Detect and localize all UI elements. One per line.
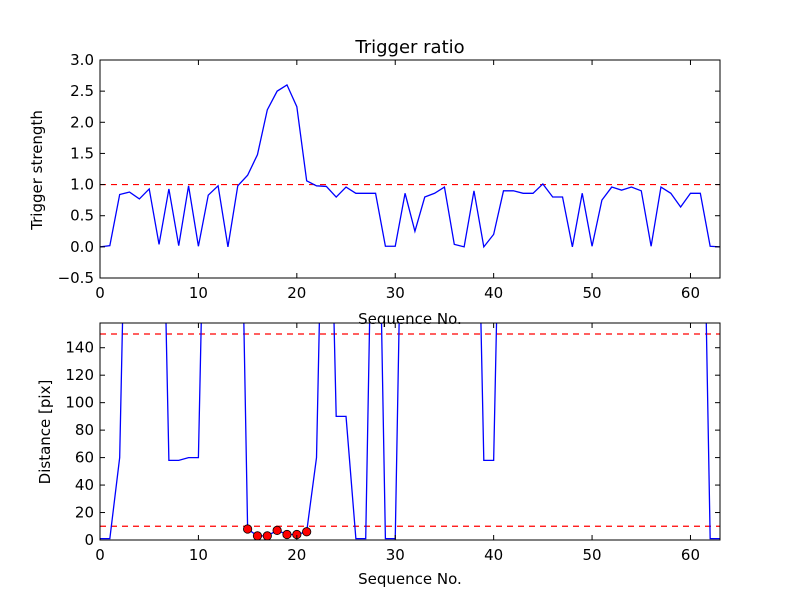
bottom-marker-point [252, 531, 263, 541]
bottom-marker-point [243, 524, 253, 534]
top-chart: Trigger ratio Trigger strength Sequence … [28, 37, 721, 328]
bottom-chart: Distance [pix] Sequence No. 0 10 20 30 40 50 6… [36, 322, 721, 588]
bottom-y-tick-label: 40 [75, 476, 94, 494]
top-chart-title: Trigger ratio [354, 37, 464, 58]
top-x-tick-label: 60 [681, 284, 700, 302]
bottom-x-axis-label: Sequence No. [358, 570, 462, 588]
bottom-x-tick-label: 60 [681, 546, 700, 564]
top-y-tick-label: 2.0 [70, 113, 94, 131]
bottom-y-tick-label: 120 [65, 366, 94, 384]
top-series-line [100, 83, 720, 249]
top-x-tick-label: 0 [95, 284, 105, 302]
top-x-tick-label: 40 [484, 284, 503, 302]
bottom-x-tick-label: 20 [287, 546, 306, 564]
bottom-marker-point [302, 527, 312, 537]
bottom-y-tick-label: 20 [75, 504, 94, 522]
top-x-tick-label: 10 [189, 284, 208, 302]
top-y-axis-label: Trigger strength [28, 110, 46, 231]
top-y-tick-label: −0.5 [58, 269, 94, 287]
top-plot-area: 0 10 20 30 40 50 60 −0.5 0.0 0.5 1.0 1.5 2.0 2.5 3.0 [58, 51, 721, 302]
bottom-y-tick-label: 80 [75, 421, 94, 439]
bottom-plot-frame [99, 322, 721, 541]
bottom-y-tick-label: 0 [84, 531, 94, 549]
bottom-x-tick-label: 30 [386, 546, 405, 564]
bottom-x-tick-label: 10 [189, 546, 208, 564]
bottom-marker-point [272, 525, 282, 535]
top-x-tick-label: 20 [287, 284, 306, 302]
bottom-marker-point [262, 531, 272, 541]
top-y-tick-label: 3.0 [70, 51, 94, 69]
top-y-tick-label: 0.5 [70, 207, 94, 225]
bottom-y-tick-label: 60 [75, 449, 94, 467]
bottom-y-tick-label: 140 [65, 339, 94, 357]
top-y-tick-label: 0.0 [70, 238, 94, 256]
top-y-tick-label: 1.0 [70, 176, 94, 194]
top-y-tick-label: 2.5 [70, 82, 94, 100]
top-plot-frame [99, 59, 721, 279]
bottom-x-tick-label: 50 [583, 546, 602, 564]
top-x-tick-label: 50 [583, 284, 602, 302]
top-x-tick-label: 30 [386, 284, 405, 302]
top-y-tick-label: 1.5 [70, 144, 94, 162]
top-x-axis-label: Sequence No. [358, 310, 462, 328]
bottom-y-tick-label: 100 [65, 394, 94, 412]
bottom-marker-point [282, 529, 292, 540]
bottom-x-tick-label: 0 [95, 546, 105, 564]
bottom-plot-area: 0 10 20 30 40 50 60 0 20 40 60 80 100 120 140 [65, 322, 721, 564]
bottom-y-axis-label: Distance [pix] [36, 380, 54, 485]
bottom-x-tick-label: 40 [484, 546, 503, 564]
